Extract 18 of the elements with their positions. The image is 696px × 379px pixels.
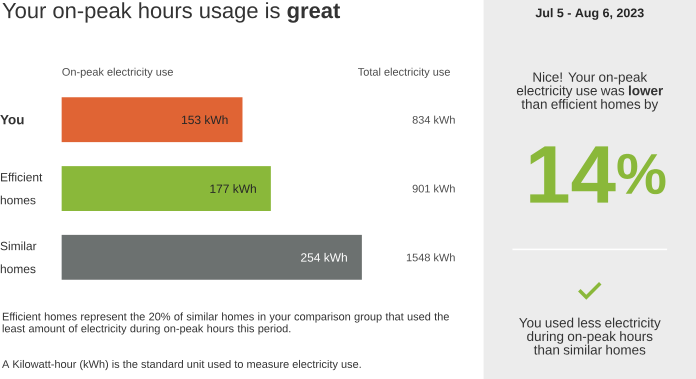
- text: A Kilowatt-hour (kWh) is the standard unit used to measure electricity use.: [2, 360, 361, 370]
- text: Nice! Your on-peak electricity use was lower than efficient homes by: [516, 72, 664, 112]
- text: 901 kWh: [412, 184, 455, 193]
- text: 14$^{%}$: [530, 146, 666, 203]
- text: You used less electricity during on-peak hours than similar homes: [519, 318, 661, 355]
- y-tick-label: You: [0, 115, 24, 124]
- data-label: 177 kWh: [210, 184, 256, 193]
- data-label: 153 kWh: [182, 115, 228, 124]
- y-tick-label: Efficient homes: [0, 172, 42, 204]
- y-tick-label: Similar homes: [0, 241, 36, 274]
- text: 834 kWh: [412, 116, 455, 124]
- text: Efficient homes represent the 20% of similar homes in your comparison group that used the least amount of electricity during on-peak hours this period.: [2, 312, 449, 335]
- x-axis-title: On-peak electricity use: [62, 68, 173, 78]
- chart-title: Your on-peak hours usage is great: [2, 2, 340, 23]
- data-label: 254 kWh: [301, 252, 347, 262]
- text: 1548 kWh: [406, 253, 455, 262]
- text: Jul 5 - Aug 6, 2023: [536, 8, 644, 20]
- text: Total electricity use: [358, 68, 450, 78]
